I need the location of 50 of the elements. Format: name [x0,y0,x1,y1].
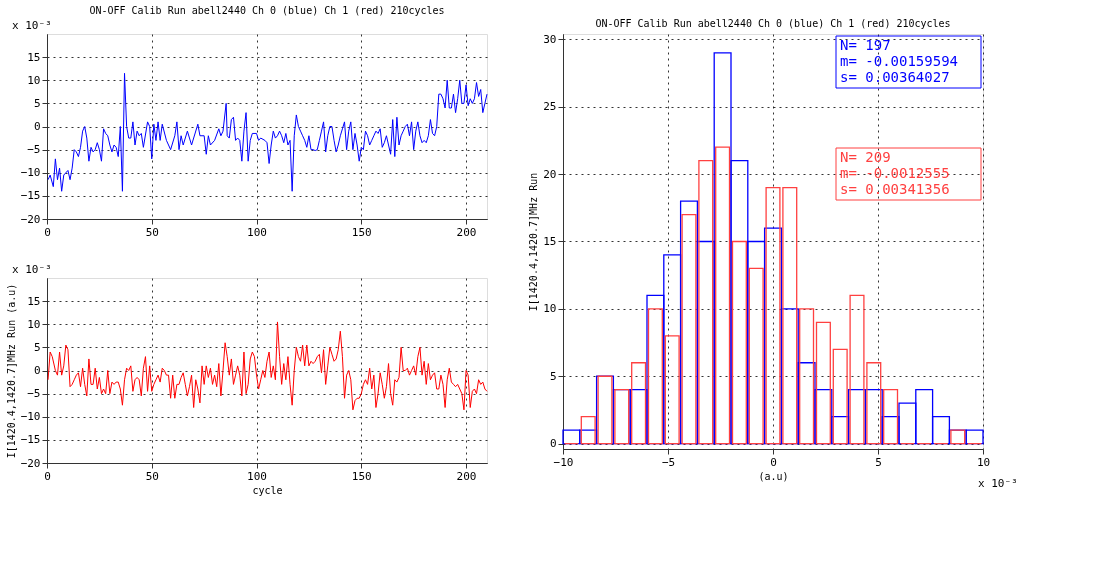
x-tick-label: 10 [976,455,991,469]
text: x 10⁻³ [12,263,52,276]
text: x 10⁻³ [12,19,52,32]
line-series [47,321,488,411]
x-tick-label: 150 [351,469,372,483]
line-series [47,72,488,192]
y-tick-label: −5 [27,387,41,401]
y-tick-label: 0 [33,120,41,133]
x-tick-label: 150 [351,225,372,239]
y-tick-label: 20 [543,167,557,181]
x-tick-label: 0 [770,455,777,469]
y-tick-label: 10 [27,317,41,331]
x-tick-label: 100 [247,469,267,483]
y-tick-label: −15 [20,433,41,447]
y-tick-label: 30 [543,32,557,46]
y-tick-label: −15 [20,189,41,203]
y-tick-label: 5 [33,96,41,110]
x-tick-label: 0 [44,225,51,239]
x-tick-label: −5 [661,455,676,469]
x-axis-title: (a.u) [758,470,789,482]
x-tick-label: 200 [456,225,477,239]
x-tick-label: 5 [875,455,882,469]
x-tick-label: 0 [44,469,51,483]
y-tick-label: 5 [33,340,41,354]
x-tick-label: 50 [145,469,159,483]
y-tick-label: 10 [27,73,41,87]
y-tick-label: 10 [543,302,557,316]
y-tick-label: −10 [20,410,41,424]
x-tick-label: 100 [247,225,267,239]
y-axis-title: I[1420.4,1420.7]MHz Run [528,172,540,312]
y-tick-label: 15 [27,294,41,308]
y-tick-label: −20 [20,456,41,470]
y-tick-label: 5 [549,369,557,383]
y-tick-label: 15 [27,50,41,64]
y-tick-label: 25 [543,100,557,114]
x-axis-title: cycle [252,484,283,496]
y-axis-title: I[1420.4,1420.7]MHz Run (a.u) [5,283,17,459]
chart-title: ON-OFF Calib Run abell2440 Ch 0 (blue) Ch 1 (red) 210cycles [89,5,445,16]
y-tick-label: −20 [20,212,41,226]
x-tick-label: 200 [456,469,477,483]
y-tick-label: −5 [27,143,41,157]
y-tick-label: 0 [33,364,41,377]
chart-title: ON-OFF Calib Run abell2440 Ch 0 (blue) Ch 1 (red) 210cycles [595,18,951,30]
y-tick-label: 15 [543,235,557,248]
x-tick-label: 50 [145,225,159,239]
annotation: N= 209 m= -0.0012555 s= 0.00341356 [840,149,950,197]
y-tick-label: −10 [20,166,41,180]
annotation: N= 197 m= -0.00159594 s= 0.00364027 [840,37,959,85]
y-tick-label: 0 [549,437,557,451]
text: x 10⁻³ [978,477,1018,490]
